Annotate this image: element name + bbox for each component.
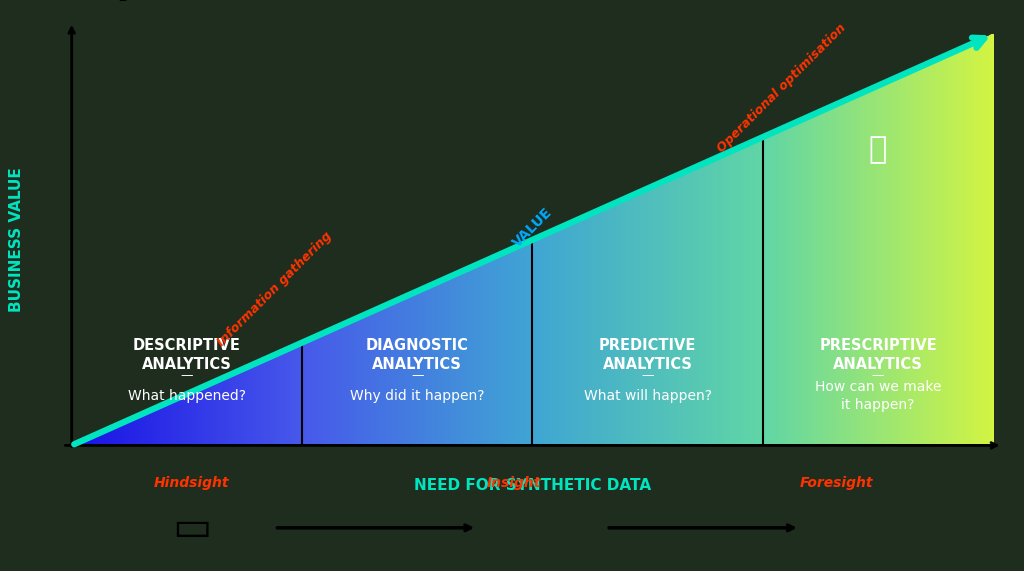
Text: Information gathering: Information gathering [215,230,334,349]
Text: DESCRIPTIVE
ANALYTICS: DESCRIPTIVE ANALYTICS [133,337,241,372]
Text: Synthetic Data Value Chart: Synthetic Data Value Chart [90,0,643,1]
Text: —: — [180,369,194,382]
Text: Hindsight: Hindsight [154,476,229,490]
Text: Insight: Insight [486,476,542,490]
Text: —: — [411,369,424,382]
Text: Operational optimisation: Operational optimisation [715,21,848,155]
Text: —: — [641,369,654,382]
Text: PRESCRIPTIVE
ANALYTICS: PRESCRIPTIVE ANALYTICS [819,337,937,372]
Text: VALUE: VALUE [510,205,555,250]
Text: Why did it happen?: Why did it happen? [350,389,484,403]
Text: DIAGNOSTIC
ANALYTICS: DIAGNOSTIC ANALYTICS [366,337,469,372]
Text: 💡: 💡 [869,135,887,164]
Text: PREDICTIVE
ANALYTICS: PREDICTIVE ANALYTICS [599,337,696,372]
Text: What will happen?: What will happen? [584,389,712,403]
Text: NEED FOR SYNTHETIC DATA: NEED FOR SYNTHETIC DATA [414,478,651,493]
Text: BUSINESS VALUE: BUSINESS VALUE [9,167,24,312]
Text: ▭: ▭ [172,507,211,549]
Text: —: — [871,369,885,382]
Text: Foresight: Foresight [800,476,873,490]
Text: How can we make
it happen?: How can we make it happen? [815,380,941,412]
Text: What happened?: What happened? [128,389,246,403]
